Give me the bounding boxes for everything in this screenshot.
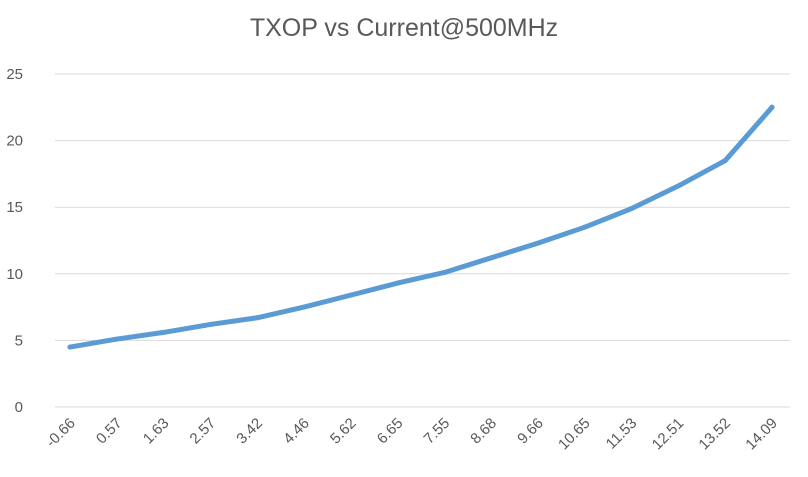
x-tick-label: 8.68 — [467, 415, 500, 448]
x-tick-label: 2.57 — [187, 415, 220, 448]
x-tick-label: 14.09 — [742, 415, 781, 454]
y-tick-label: 0 — [15, 399, 23, 416]
x-tick-label: 5.62 — [327, 415, 360, 448]
data-point — [582, 224, 588, 230]
data-point — [114, 336, 120, 342]
y-tick-label: 15 — [6, 199, 23, 216]
x-tick-label: -0.66 — [43, 415, 79, 451]
data-point — [488, 255, 494, 261]
data-point — [348, 292, 354, 298]
x-tick-label: 0.57 — [93, 415, 126, 448]
x-tick-label: 12.51 — [649, 415, 688, 454]
series-line — [67, 104, 775, 350]
x-tick-label: 13.52 — [695, 415, 734, 454]
y-tick-label: 5 — [15, 332, 23, 349]
data-point — [301, 304, 307, 310]
data-point — [722, 158, 728, 164]
y-tick-label: 20 — [6, 133, 23, 150]
data-point — [161, 329, 167, 335]
x-axis-ticks: -0.66 0.57 1.63 2.57 3.42 4.46 5.62 6.65 7.55 8.6… — [43, 415, 781, 454]
x-tick-label: 10.65 — [555, 415, 594, 454]
data-point — [675, 183, 681, 189]
x-tick-label: 3.42 — [233, 415, 266, 448]
x-tick-label: 7.55 — [421, 415, 454, 448]
series-layer — [67, 104, 775, 350]
data-point — [254, 315, 260, 321]
y-axis-ticks: 0 5 10 15 20 25 — [6, 66, 23, 416]
data-point — [67, 344, 73, 350]
x-tick-label: 1.63 — [140, 415, 173, 448]
data-point — [535, 240, 541, 246]
x-tick-label: 11.53 — [603, 415, 641, 453]
data-point — [769, 104, 775, 110]
x-tick-label: 9.66 — [514, 415, 547, 448]
data-point — [441, 269, 447, 275]
chart-title: TXOP vs Current@500MHz — [249, 14, 559, 42]
y-tick-label: 10 — [6, 266, 23, 283]
data-point — [629, 206, 635, 212]
data-point — [395, 280, 401, 286]
data-point — [207, 321, 213, 327]
x-tick-label: 6.65 — [374, 415, 407, 448]
x-tick-label: 4.46 — [280, 415, 313, 448]
grid-lines — [55, 73, 790, 408]
y-tick-label: 25 — [6, 66, 23, 83]
